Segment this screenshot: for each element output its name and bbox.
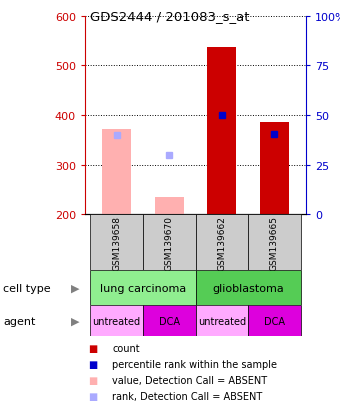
Text: value, Detection Call = ABSENT: value, Detection Call = ABSENT xyxy=(112,375,267,385)
Bar xyxy=(195,271,301,306)
Text: GDS2444 / 201083_s_at: GDS2444 / 201083_s_at xyxy=(90,10,250,23)
Text: ■: ■ xyxy=(88,344,98,354)
Text: ▶: ▶ xyxy=(71,283,79,293)
Text: agent: agent xyxy=(3,316,36,326)
Text: GSM139658: GSM139658 xyxy=(112,215,121,270)
Bar xyxy=(248,215,301,271)
Bar xyxy=(207,48,236,215)
Text: rank, Detection Call = ABSENT: rank, Detection Call = ABSENT xyxy=(112,391,262,401)
Bar xyxy=(102,130,131,215)
Text: ■: ■ xyxy=(88,375,98,385)
Text: GSM139670: GSM139670 xyxy=(165,215,174,270)
Bar xyxy=(90,271,196,306)
Bar xyxy=(143,306,195,337)
Bar xyxy=(90,306,143,337)
Bar xyxy=(195,306,248,337)
Text: DCA: DCA xyxy=(159,316,180,326)
Text: untreated: untreated xyxy=(92,316,141,326)
Text: count: count xyxy=(112,344,140,354)
Text: ▶: ▶ xyxy=(71,316,79,326)
Bar xyxy=(195,215,248,271)
Text: GSM139665: GSM139665 xyxy=(270,215,279,270)
Bar xyxy=(143,215,195,271)
Text: GSM139662: GSM139662 xyxy=(217,215,226,270)
Text: lung carcinoma: lung carcinoma xyxy=(100,283,186,293)
Bar xyxy=(260,123,289,215)
Text: DCA: DCA xyxy=(264,316,285,326)
Text: cell type: cell type xyxy=(3,283,51,293)
Text: ■: ■ xyxy=(88,391,98,401)
Text: glioblastoma: glioblastoma xyxy=(212,283,284,293)
Text: untreated: untreated xyxy=(198,316,246,326)
Text: ■: ■ xyxy=(88,359,98,369)
Bar xyxy=(90,215,143,271)
Text: percentile rank within the sample: percentile rank within the sample xyxy=(112,359,277,369)
Bar xyxy=(155,197,184,215)
Bar xyxy=(248,306,301,337)
